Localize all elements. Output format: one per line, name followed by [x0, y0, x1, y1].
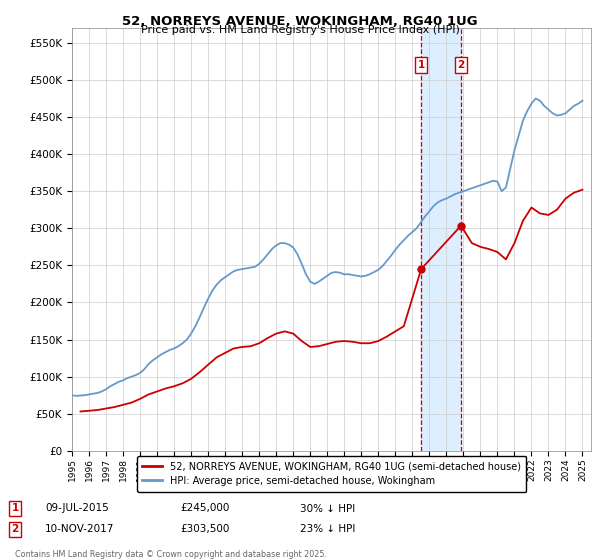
- Text: 23% ↓ HPI: 23% ↓ HPI: [300, 524, 355, 534]
- Text: 52, NORREYS AVENUE, WOKINGHAM, RG40 1UG: 52, NORREYS AVENUE, WOKINGHAM, RG40 1UG: [122, 15, 478, 27]
- Text: £245,000: £245,000: [180, 503, 229, 514]
- Text: Price paid vs. HM Land Registry's House Price Index (HPI): Price paid vs. HM Land Registry's House …: [140, 25, 460, 35]
- Text: 1: 1: [418, 60, 425, 70]
- Text: 09-JUL-2015: 09-JUL-2015: [45, 503, 109, 514]
- Text: £303,500: £303,500: [180, 524, 229, 534]
- Text: Contains HM Land Registry data © Crown copyright and database right 2025.
This d: Contains HM Land Registry data © Crown c…: [15, 550, 327, 560]
- Text: 2: 2: [457, 60, 464, 70]
- Text: 10-NOV-2017: 10-NOV-2017: [45, 524, 115, 534]
- Text: 1: 1: [11, 503, 19, 514]
- Bar: [421, 28, 461, 451]
- Text: 30% ↓ HPI: 30% ↓ HPI: [300, 503, 355, 514]
- Text: 2: 2: [11, 524, 19, 534]
- Legend: 52, NORREYS AVENUE, WOKINGHAM, RG40 1UG (semi-detached house), HPI: Average pric: 52, NORREYS AVENUE, WOKINGHAM, RG40 1UG …: [137, 456, 526, 492]
